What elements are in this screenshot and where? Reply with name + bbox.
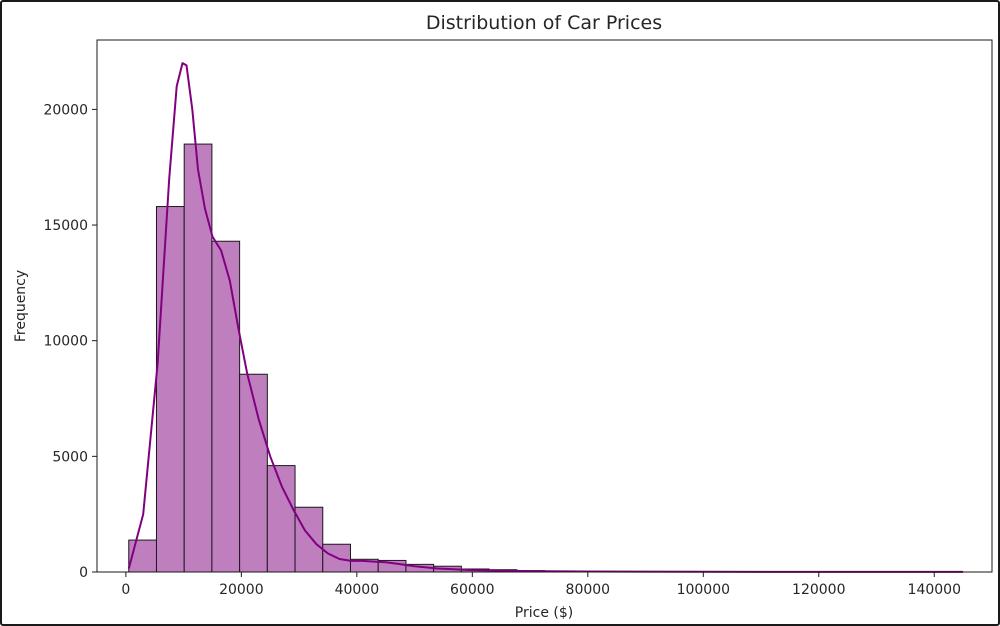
x-axis-label: Price ($) xyxy=(515,605,573,621)
y-axis-ticks: 0 5000 10000 15000 20000 xyxy=(43,102,97,581)
chart-title: Distribution of Car Prices xyxy=(426,12,662,34)
histogram-bar-2 xyxy=(183,143,213,573)
x-tick-label-1: 20000 xyxy=(219,582,264,598)
histogram-bar-4 xyxy=(239,373,268,573)
y-tick-label-0: 0 xyxy=(79,565,88,581)
histogram-bar-5 xyxy=(266,465,296,573)
y-tick-label-2: 10000 xyxy=(43,334,88,350)
histogram-bar-3 xyxy=(211,240,241,573)
x-tick-label-6: 120000 xyxy=(792,582,845,598)
x-tick-label-0: 0 xyxy=(121,582,130,598)
x-tick-label-3: 60000 xyxy=(450,582,495,598)
x-tick-label-2: 40000 xyxy=(335,582,380,598)
y-tick-label-1: 5000 xyxy=(52,449,88,465)
y-tick-label-3: 15000 xyxy=(43,218,88,234)
x-tick-label-5: 100000 xyxy=(677,582,730,598)
histogram-bar-6 xyxy=(294,506,324,573)
x-tick-label-7: 140000 xyxy=(908,582,961,598)
kde-curve xyxy=(127,62,964,573)
x-tick-label-4: 80000 xyxy=(566,582,611,598)
y-axis-label: Frequency xyxy=(13,270,29,342)
y-tick-label-4: 20000 xyxy=(43,102,88,118)
histogram-bar-1 xyxy=(155,206,185,573)
x-axis-ticks: 0 20000 40000 60000 80000 100000 120000 140000 xyxy=(121,572,961,598)
plot-area-border xyxy=(96,39,993,573)
bars-group xyxy=(128,143,961,573)
